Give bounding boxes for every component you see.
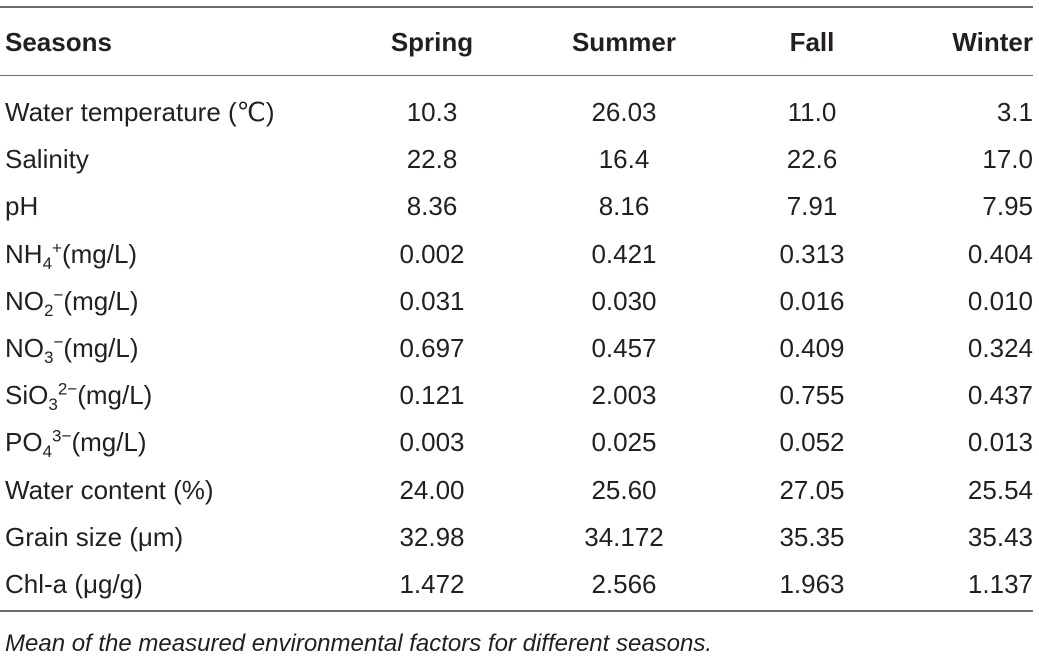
table-cell: 35.35 <box>779 521 845 552</box>
table-bottom-rule <box>0 610 1033 612</box>
table-cell: 1.963 <box>779 569 845 599</box>
table-cell: 25.54 <box>967 474 1033 505</box>
row-label-subscript: 4 <box>42 442 53 462</box>
row-label: NH4+(mg/L) <box>5 235 137 273</box>
table-cell: 24.00 <box>399 474 465 505</box>
table-cell: 0.404 <box>967 238 1033 269</box>
row-label: Chl-a (μg/g) <box>5 569 143 599</box>
table-row: Water content (%) 24.00 25.60 27.05 25.54 <box>0 471 1033 509</box>
table-cell: 0.003 <box>399 427 465 458</box>
row-label-superscript: 3− <box>52 426 72 446</box>
row-label: Water temperature (℃) <box>5 97 275 127</box>
table-cell: 0.052 <box>779 427 845 458</box>
row-label-subscript: 4 <box>42 253 53 273</box>
header-seasons: Seasons <box>5 27 112 57</box>
table-cell: 0.324 <box>967 333 1033 363</box>
row-label-subscript: 3 <box>44 348 54 368</box>
table-row: pH 8.36 8.16 7.91 7.95 <box>0 187 1033 225</box>
table-cell: 2.566 <box>591 569 657 599</box>
row-label-superscript: + <box>52 237 62 257</box>
row-label-superscript: 2− <box>57 379 78 399</box>
table-cell: 1.472 <box>399 569 465 599</box>
table-cell: 10.3 <box>406 97 458 127</box>
table-cell: 0.421 <box>591 238 657 269</box>
table-cell: 22.8 <box>406 144 458 175</box>
row-label-subscript: 3 <box>48 395 58 415</box>
row-label-base: NO <box>5 285 44 316</box>
row-label: Water content (%) <box>5 474 214 505</box>
table-top-rule <box>0 6 1033 8</box>
table-cell: 22.6 <box>786 144 838 175</box>
table-row: SiO32−(mg/L) 0.121 2.003 0.755 0.437 <box>0 376 1033 414</box>
table-cell: 34.172 <box>584 521 664 552</box>
table-cell: 0.457 <box>591 333 657 363</box>
row-label-unit: (mg/L) <box>71 427 147 458</box>
table-cell: 0.025 <box>591 427 657 458</box>
row-label: NO3−(mg/L) <box>5 329 139 367</box>
table-cell: 7.91 <box>786 191 838 222</box>
header-winter: Winter <box>952 27 1033 57</box>
table-cell: 0.016 <box>779 285 845 316</box>
row-label: PO43−(mg/L) <box>5 423 147 461</box>
table-cell: 17.0 <box>982 144 1033 175</box>
row-label: Salinity <box>5 144 89 175</box>
table-cell: 35.43 <box>967 521 1033 552</box>
row-label-base: PO <box>5 427 43 458</box>
table-cell: 32.98 <box>399 521 465 552</box>
row-label-superscript: − <box>53 332 64 352</box>
table-cell: 2.003 <box>591 380 657 411</box>
table-row: NO2−(mg/L) 0.031 0.030 0.016 0.010 <box>0 282 1033 320</box>
table-cell: 0.437 <box>967 380 1033 411</box>
table-cell: 27.05 <box>779 474 845 505</box>
table-cell: 0.697 <box>399 333 465 363</box>
table-cell: 0.755 <box>779 380 845 411</box>
table-cell: 16.4 <box>598 144 650 175</box>
table-cell: 3.1 <box>996 97 1033 127</box>
row-label-unit: (mg/L) <box>63 285 139 316</box>
row-label: pH <box>5 191 39 222</box>
row-label-subscript: 2 <box>44 300 54 320</box>
table-cell: 0.030 <box>591 285 657 316</box>
table-caption: Mean of the measured environmental facto… <box>5 630 713 657</box>
header-spring: Spring <box>390 27 474 57</box>
table-cell: 1.137 <box>967 569 1033 599</box>
row-label-unit: (mg/L) <box>77 380 153 411</box>
row-label: SiO32−(mg/L) <box>5 376 152 414</box>
header-summer: Summer <box>571 27 677 57</box>
row-label-unit: (mg/L) <box>63 333 139 363</box>
table-row: Salinity 22.8 16.4 22.6 17.0 <box>0 140 1033 178</box>
table-cell: 0.010 <box>967 285 1033 316</box>
table-cell: 0.313 <box>779 238 845 269</box>
table-cell: 0.013 <box>967 427 1033 458</box>
row-label-unit: (mg/L) <box>61 238 138 269</box>
table-cell: 7.95 <box>982 191 1033 222</box>
table-row: NO3−(mg/L) 0.697 0.457 0.409 0.324 <box>0 329 1033 367</box>
table-row: NH4+(mg/L) 0.002 0.421 0.313 0.404 <box>0 235 1033 273</box>
table-cell: 26.03 <box>591 97 657 127</box>
table-cell: 25.60 <box>591 474 657 505</box>
table-cell: 0.409 <box>779 333 845 363</box>
row-label-base: NH <box>5 238 43 269</box>
row-label-superscript: − <box>53 285 64 305</box>
table-cell: 8.16 <box>598 191 650 222</box>
table-cell: 0.031 <box>399 285 465 316</box>
table-cell: 0.121 <box>399 380 465 411</box>
table-cell: 0.002 <box>399 238 465 269</box>
row-label-base: SiO <box>5 380 49 411</box>
table-row: Grain size (μm) 32.98 34.172 35.35 35.43 <box>0 518 1033 556</box>
table-header-rule <box>0 75 1033 76</box>
row-label: NO2−(mg/L) <box>5 282 139 320</box>
table-cell: 11.0 <box>787 97 837 127</box>
table-header-row: Seasons Spring Summer Fall Winter <box>0 23 1033 61</box>
row-label: Grain size (μm) <box>5 521 184 552</box>
table-cell: 8.36 <box>406 191 458 222</box>
header-fall: Fall <box>789 27 835 57</box>
table-row: Chl-a (μg/g) 1.472 2.566 1.963 1.137 <box>0 565 1033 603</box>
table-row: Water temperature (℃) 10.3 26.03 11.0 3.1 <box>0 93 1033 131</box>
table-row: PO43−(mg/L) 0.003 0.025 0.052 0.013 <box>0 423 1033 461</box>
row-label-base: NO <box>5 333 44 363</box>
